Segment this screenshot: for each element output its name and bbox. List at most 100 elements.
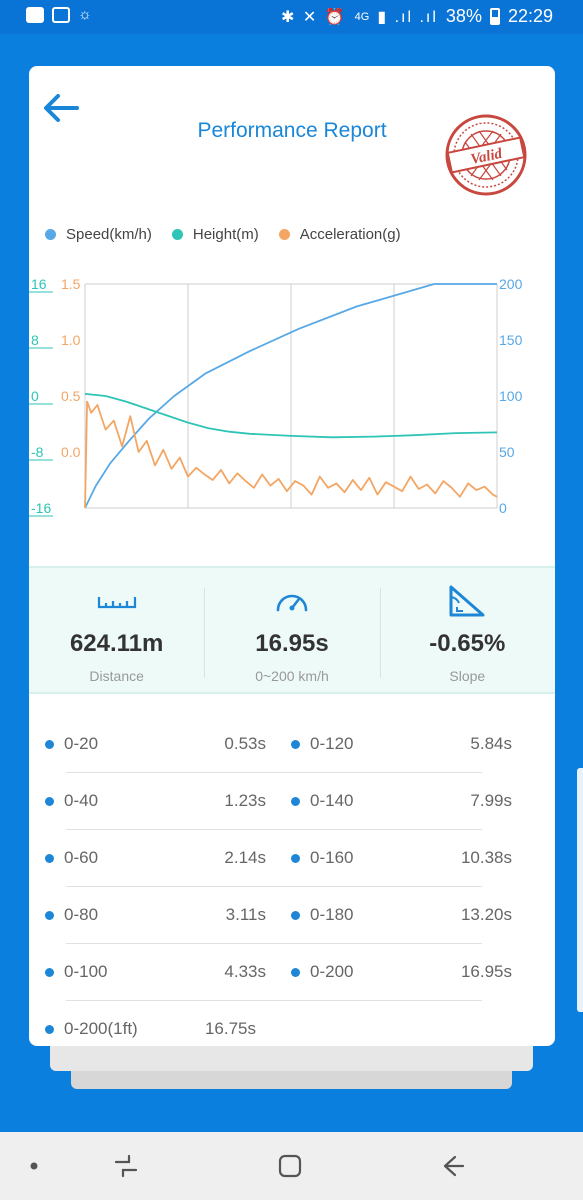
back-button[interactable] xyxy=(41,90,81,126)
legend-acceleration-dot xyxy=(278,229,290,240)
legend-acceleration-label: Acceleration(g) xyxy=(299,226,401,243)
split-bullet xyxy=(45,967,54,977)
legend-height[interactable]: Height(m) xyxy=(171,226,259,243)
split-range: 0-60 xyxy=(64,848,99,867)
split-time: 4.33s xyxy=(224,962,266,981)
split-row: 0-40 1.23s xyxy=(45,773,266,829)
youtube-notification-icon xyxy=(26,7,44,23)
series-line-height xyxy=(84,393,498,439)
split-time: 0.53s xyxy=(224,734,266,753)
split-range: 0-120 xyxy=(310,734,354,753)
speed-axis-tick-label: 200 xyxy=(499,276,523,292)
slope-label: Slope xyxy=(449,668,486,684)
split-row: 0-120 5.84s xyxy=(291,716,512,772)
legend-speed-label: Speed(km/h) xyxy=(66,226,152,243)
speedometer-icon xyxy=(276,594,308,612)
split-row: 0-60 2.14s xyxy=(45,830,266,886)
stat-time: 16.95s 0~200 km/h xyxy=(204,568,379,692)
page-title: Performance Report xyxy=(197,119,387,142)
split-time: 5.84s xyxy=(470,734,512,753)
split-row: 0-20 0.53s xyxy=(45,716,266,772)
split-time: 16.95s xyxy=(460,962,512,981)
navigation-bar xyxy=(0,1132,583,1200)
battery-percent: 38% xyxy=(445,6,482,26)
split-row: 0-140 7.99s xyxy=(291,773,512,829)
chart-legend: Speed(km/h) Height(m) Acceleration(g) xyxy=(45,226,401,243)
legend-speed-dot xyxy=(45,229,56,240)
home-button[interactable] xyxy=(270,1150,310,1182)
height-axis-tick-label: -16 xyxy=(31,500,51,516)
split-bullet xyxy=(291,796,300,806)
split-bullet xyxy=(45,910,54,920)
split-bullet xyxy=(291,910,300,920)
gallery-notification-icon xyxy=(52,7,70,23)
distance-value: 624.11m xyxy=(69,630,164,657)
split-row: 0-100 4.33s xyxy=(45,944,266,1000)
speed-axis-tick-label: 100 xyxy=(499,388,523,404)
legend-acceleration[interactable]: Acceleration(g) xyxy=(278,226,401,243)
recents-icon xyxy=(114,1154,138,1178)
weather-notification-icon: ☼ xyxy=(78,6,92,23)
split-row: 0-200(1ft) 16.75s xyxy=(45,1001,256,1046)
legend-height-label: Height(m) xyxy=(192,226,259,243)
stats-band: 624.11m Distance 16.95s 0~200 km/h xyxy=(29,566,555,694)
split-time: 13.20s xyxy=(460,905,512,924)
row-divider xyxy=(66,943,482,944)
height-axis-tick-label: 8 xyxy=(31,332,39,348)
split-range: 0-40 xyxy=(64,791,99,810)
status-bar: ☼ ✱ ✕ ⏰ 4G ▮ .ıl .ıl 38% 22:29 xyxy=(0,0,583,34)
performance-chart: 16 8 0 -8 -16 1.5 1.0 0.5 0.0 200 150 100 50 0 xyxy=(29,276,523,517)
split-row: 0-180 13.20s xyxy=(291,887,512,943)
height-axis-tick-label: 16 xyxy=(31,276,47,292)
split-row: 0-200 16.95s xyxy=(291,944,512,1000)
speed-axis-tick-label: 150 xyxy=(499,332,523,348)
row-divider xyxy=(66,829,482,830)
series-line-speed xyxy=(84,283,497,509)
back-arrow-icon xyxy=(44,94,79,122)
speed-axis-tick-label: 0 xyxy=(499,500,507,516)
signal-icon: ▮ .ıl .ıl xyxy=(377,8,438,26)
split-range: 0-160 xyxy=(310,848,354,867)
acceleration-axis-tick-label: 1.5 xyxy=(61,276,81,292)
height-axis-tick-label: 0 xyxy=(31,388,39,404)
split-time: 3.11s xyxy=(225,905,266,924)
clock: 22:29 xyxy=(507,6,553,26)
legend-speed[interactable]: Speed(km/h) xyxy=(45,226,152,243)
back-nav-icon xyxy=(443,1155,465,1177)
back-nav-button[interactable] xyxy=(432,1150,472,1182)
split-range: 0-200(1ft) xyxy=(64,1019,138,1038)
stamp-text: Valid xyxy=(469,146,504,168)
split-range: 0-100 xyxy=(64,962,108,981)
series-line-accel xyxy=(84,400,498,509)
split-range: 0-140 xyxy=(310,791,354,810)
split-time: 7.99s xyxy=(470,791,512,810)
split-bullet xyxy=(45,796,54,806)
edge-panel-handle[interactable] xyxy=(577,768,583,1012)
acceleration-axis-tick-label: 0.0 xyxy=(61,444,81,460)
ruler-icon xyxy=(97,597,136,609)
slope-value: -0.65% xyxy=(429,630,506,657)
valid-stamp: Valid xyxy=(441,112,531,198)
network-type: 4G xyxy=(354,10,370,23)
dot-icon xyxy=(30,1162,38,1170)
split-bullet xyxy=(291,739,300,749)
battery-icon xyxy=(489,8,500,25)
split-range: 0-180 xyxy=(310,905,354,924)
nav-dot-button[interactable] xyxy=(14,1150,54,1182)
speed-axis-tick-label: 50 xyxy=(499,444,515,460)
split-range: 0-200 xyxy=(310,962,354,981)
split-time: 10.38s xyxy=(460,848,512,867)
system-status-icons: ✱ ✕ ⏰ xyxy=(281,8,347,26)
recents-button[interactable] xyxy=(106,1150,146,1182)
acceleration-axis-tick-label: 0.5 xyxy=(61,388,81,404)
time-value: 16.95s xyxy=(255,630,329,657)
home-icon xyxy=(278,1154,302,1178)
split-range: 0-20 xyxy=(64,734,99,753)
split-row: 0-160 10.38s xyxy=(291,830,512,886)
acceleration-axis-tick-label: 1.0 xyxy=(61,332,81,348)
split-time: 1.23s xyxy=(224,791,266,810)
slope-icon xyxy=(449,585,485,617)
legend-height-dot xyxy=(171,229,183,240)
split-bullet xyxy=(45,739,54,749)
report-card: Performance Report Valid Speed(km/h) Hei… xyxy=(29,66,555,1046)
